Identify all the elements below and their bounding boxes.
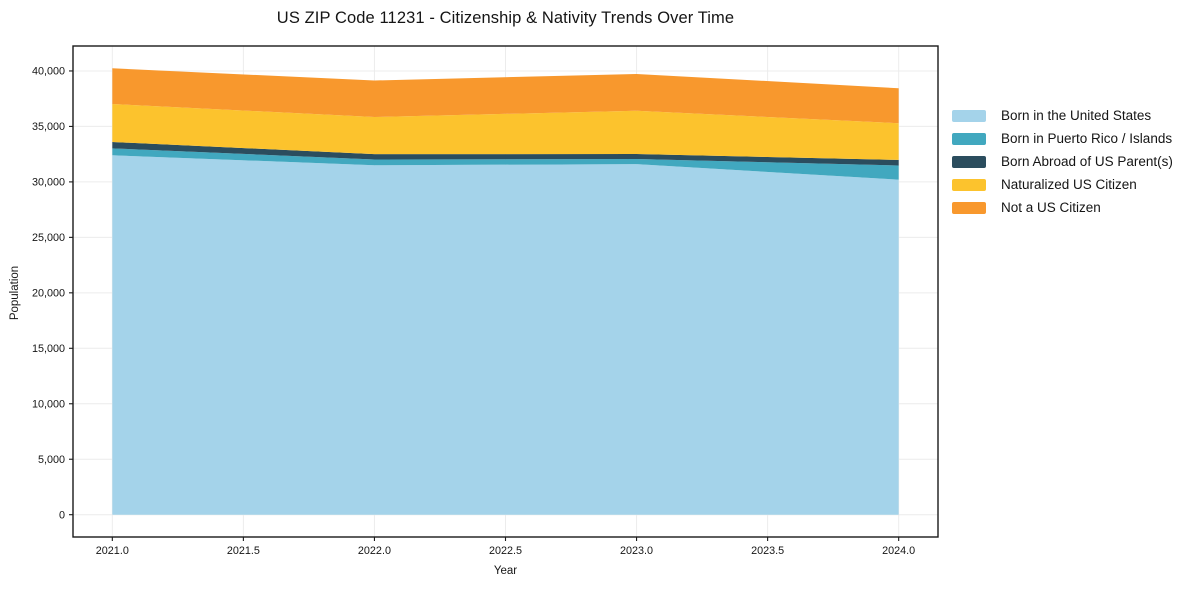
legend-label: Born in Puerto Rico / Islands [1001, 131, 1173, 146]
y-tick-label: 30,000 [32, 177, 65, 189]
legend-swatch [952, 109, 986, 122]
x-tick-label: 2023.0 [620, 545, 653, 557]
legend-item: Born in the United States [952, 104, 1173, 127]
y-axis-label: Population [9, 265, 21, 321]
legend: Born in the United States Born in Puerto … [952, 104, 1173, 219]
legend-item: Born in Puerto Rico / Islands [952, 127, 1173, 150]
y-tick-label: 10,000 [32, 398, 65, 410]
legend-swatch [952, 178, 986, 191]
legend-swatch [952, 201, 986, 214]
legend-swatch [952, 155, 986, 168]
legend-swatch [952, 132, 986, 145]
y-tick-label: 40,000 [32, 66, 65, 78]
legend-label: Born Abroad of US Parent(s) [1001, 154, 1173, 169]
area-series-1 [112, 148, 899, 180]
y-tick-label: 35,000 [32, 121, 65, 133]
area-series-2 [112, 141, 899, 166]
area-series-4 [112, 68, 899, 124]
legend-item: Born Abroad of US Parent(s) [952, 150, 1173, 173]
area-series-0 [112, 155, 899, 515]
legend-item: Naturalized US Citizen [952, 173, 1173, 196]
x-axis-label: Year [493, 565, 518, 577]
legend-label: Born in the United States [1001, 108, 1152, 123]
x-tick-label: 2021.5 [227, 545, 260, 557]
x-tick-label: 2022.0 [358, 545, 391, 557]
y-tick-label: 5,000 [38, 454, 65, 466]
legend-item: Not a US Citizen [952, 196, 1173, 219]
y-tick-label: 15,000 [32, 343, 65, 355]
legend-label: Not a US Citizen [1001, 200, 1101, 215]
y-tick-label: 0 [59, 509, 65, 521]
x-tick-label: 2021.0 [96, 545, 129, 557]
x-tick-label: 2023.5 [751, 545, 784, 557]
area-series-3 [112, 104, 899, 160]
chart-title: US ZIP Code 11231 - Citizenship & Nativi… [276, 9, 735, 27]
y-tick-label: 20,000 [32, 288, 65, 300]
y-tick-label: 25,000 [32, 232, 65, 244]
x-tick-label: 2024.0 [882, 545, 915, 557]
x-tick-label: 2022.5 [489, 545, 522, 557]
legend-label: Naturalized US Citizen [1001, 177, 1137, 192]
